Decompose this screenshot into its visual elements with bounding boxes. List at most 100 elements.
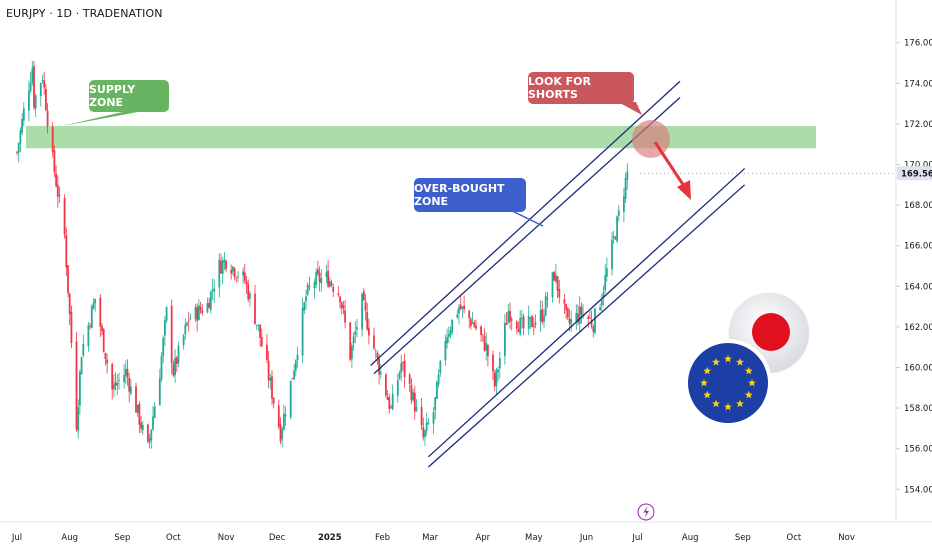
candle-up	[436, 382, 438, 399]
candle-up	[534, 322, 537, 326]
candle-up	[521, 318, 523, 319]
candle-down	[199, 307, 202, 311]
candle-up	[612, 235, 615, 239]
candle-down	[410, 384, 413, 401]
candle-up	[289, 380, 292, 418]
candle-down	[413, 392, 416, 412]
candle-down	[114, 382, 117, 387]
candle-up	[449, 330, 452, 336]
eu-flag-star	[744, 390, 753, 399]
candle-up	[130, 386, 132, 394]
candle-down	[75, 341, 78, 430]
candle-up	[209, 291, 212, 311]
candle-up	[223, 259, 226, 263]
candle-down	[271, 376, 273, 399]
candle-down	[55, 173, 57, 187]
candle-up	[391, 393, 394, 410]
eu-flag-star	[724, 402, 732, 411]
candle-up	[374, 350, 377, 352]
chart-title: EURJPY · 1D · TRADENATION	[6, 7, 163, 20]
candle-down	[16, 152, 18, 153]
candle-down	[175, 357, 178, 364]
candle-up	[306, 284, 309, 295]
candle-up	[623, 196, 625, 212]
candle-down	[327, 270, 329, 287]
candle-up	[28, 90, 30, 111]
candle-down	[493, 372, 496, 387]
channel-line-lower-2	[427, 184, 746, 468]
short-arrow-head	[677, 180, 691, 200]
candle-down	[46, 110, 49, 127]
candle-down	[33, 66, 35, 108]
candle-up	[34, 95, 37, 109]
candle-up	[39, 83, 42, 97]
candle-up	[21, 118, 23, 133]
candle-up	[425, 421, 428, 431]
look-for-shorts-callout: LOOK FOR SHORTS	[528, 72, 634, 104]
candle-up	[213, 288, 216, 292]
candle-up	[539, 310, 542, 322]
candle-down	[140, 422, 142, 429]
candle-up	[415, 406, 418, 411]
x-tick-label: Oct	[166, 533, 181, 543]
candle-up	[293, 370, 295, 380]
y-tick-label: 154.000	[904, 485, 932, 495]
y-tick-label: 168.000	[904, 201, 932, 211]
candles-group	[16, 61, 629, 449]
candle-up	[22, 108, 25, 121]
candle-down	[128, 378, 131, 392]
candle-down	[67, 265, 69, 294]
candle-down	[111, 363, 114, 390]
candle-down	[481, 334, 484, 336]
candle-up	[313, 282, 316, 289]
candle-down	[408, 374, 411, 384]
candle-down	[487, 345, 489, 357]
x-tick-label: Jun	[579, 533, 593, 543]
candle-down	[220, 260, 222, 274]
candle-up	[356, 327, 358, 330]
candle-up	[186, 322, 188, 326]
candle-up	[92, 302, 95, 309]
candle-up	[444, 340, 447, 361]
candle-up	[529, 317, 532, 319]
candle-down	[187, 320, 190, 322]
candle-down	[480, 326, 482, 336]
candle-down	[339, 296, 341, 303]
candle-up	[616, 216, 618, 242]
last-price-label: 169.567	[901, 169, 932, 179]
candle-up	[17, 143, 20, 153]
candle-down	[386, 396, 389, 400]
candle-up	[123, 374, 125, 383]
x-tick-label: Dec	[269, 533, 286, 543]
japan-flag-sun	[752, 313, 790, 351]
candle-up	[555, 274, 557, 282]
candle-up	[116, 383, 119, 385]
candle-down	[364, 301, 367, 311]
candle-down	[318, 272, 321, 283]
candle-down	[291, 378, 294, 380]
candle-down	[546, 298, 549, 300]
x-tick-label: Aug	[61, 533, 78, 543]
candle-down	[577, 313, 579, 323]
candle-down	[245, 281, 248, 285]
candle-up	[124, 368, 127, 376]
candle-down	[385, 374, 387, 396]
candle-down	[378, 358, 380, 375]
candle-up	[249, 293, 251, 299]
x-tick-label: 2025	[318, 533, 342, 543]
candle-down	[390, 407, 392, 408]
eu-flag-icon	[688, 343, 768, 423]
candle-down	[225, 260, 227, 269]
candle-down	[589, 317, 591, 319]
last-price-tag	[897, 166, 932, 181]
candle-up	[90, 306, 93, 329]
candle-up	[232, 266, 234, 272]
candle-up	[221, 260, 224, 274]
supply-zone-band	[26, 125, 816, 149]
candle-up	[257, 324, 260, 326]
candle-up	[570, 319, 573, 325]
candle-down	[45, 88, 47, 111]
candle-up	[611, 239, 613, 270]
